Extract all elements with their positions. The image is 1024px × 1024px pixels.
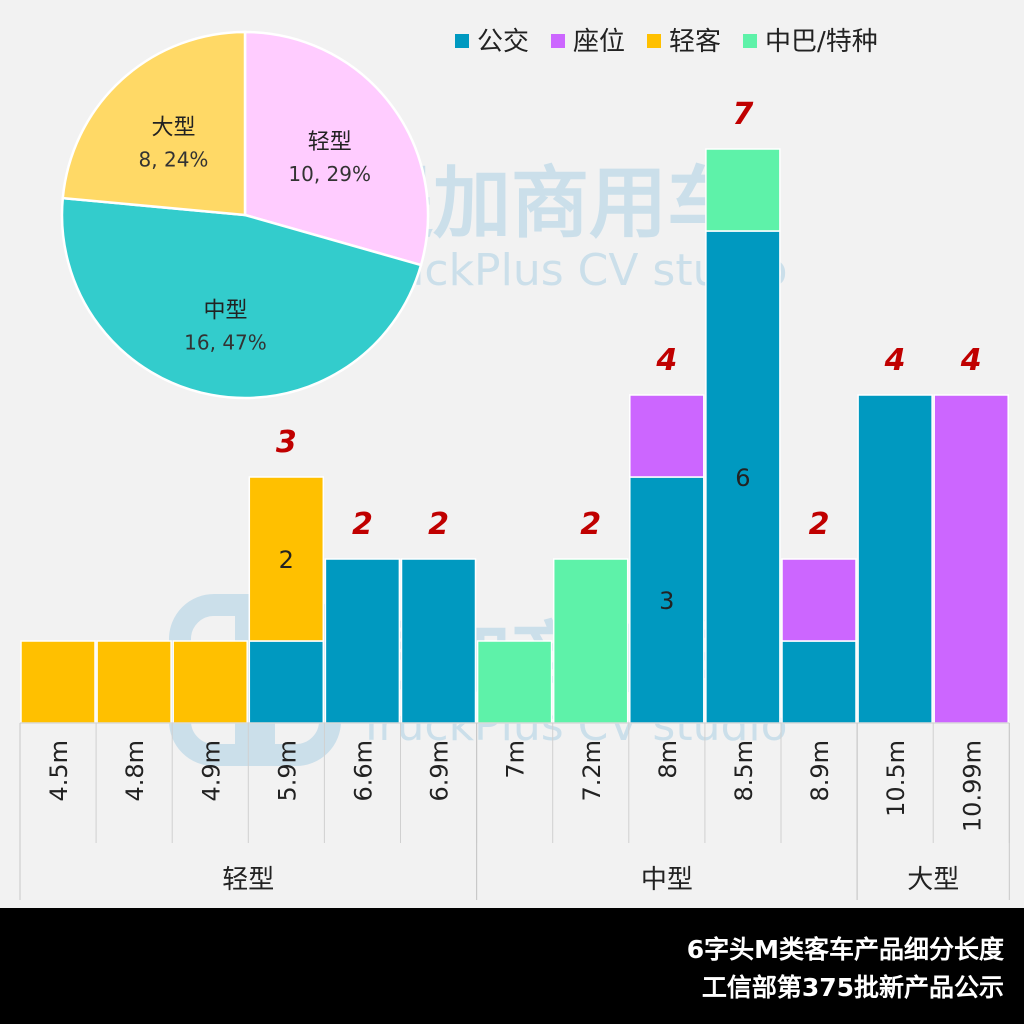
bar-segment-7.2m-中巴/特种: [552, 558, 629, 724]
group-label: 轻型: [222, 865, 274, 895]
x-tick-label: 8m: [654, 740, 682, 779]
group-label: 中型: [641, 865, 693, 895]
pie-slice-大型: [61, 30, 247, 217]
pie-slice-value: 16, 47%: [184, 330, 267, 354]
x-tick-label: 8.5m: [730, 740, 758, 802]
bar-segment-8.9m-座位: [781, 558, 857, 642]
bar-segment-6.9m-公交: [400, 558, 477, 724]
pie-slice-value: 8, 24%: [139, 148, 209, 172]
x-tick-label: 4.5m: [45, 740, 73, 802]
group-label: 大型: [907, 865, 959, 895]
footer-title: 6字头M类客车产品细分长度: [686, 935, 1004, 964]
bar-segment-8m-公交: [629, 476, 705, 724]
bar-segment-4.8m-轻客: [96, 640, 172, 724]
bar-segment-5.9m-轻客: [248, 476, 325, 642]
total-label: 3: [276, 425, 297, 460]
segment-label: 3: [659, 587, 674, 615]
legend-label: 中巴/特种: [765, 27, 878, 57]
x-tick-label: 6.9m: [426, 740, 454, 802]
legend-label: 公交: [477, 27, 529, 57]
total-label: 4: [960, 343, 982, 378]
x-tick-label: 8.9m: [806, 740, 834, 802]
pie-slice-轻型: [243, 30, 430, 267]
x-tick-label: 7.2m: [578, 740, 606, 802]
pie-slice-中型: [60, 196, 423, 400]
total-label: 4: [884, 343, 906, 378]
legend-item: 中巴/特种: [743, 27, 878, 57]
segment-label: 2: [279, 546, 294, 574]
total-label: 2: [428, 507, 449, 542]
bar-chart: 2 3 6 3 2 2 2 4 7 2 4 4: [20, 97, 1009, 724]
pie-slice-name: 大型: [151, 116, 195, 141]
pie-slice-name: 轻型: [308, 130, 352, 155]
pie-chart: 轻型 10, 29% 中型 16, 47% 大型 8, 24%: [60, 30, 430, 400]
legend-label: 轻客: [669, 27, 721, 57]
category-axis: 4.5m 4.8m 4.9m 5.9m 6.6m 6.9m 7m 7.2m 8m 8.5m 8.9m…: [19, 722, 1010, 900]
pie-slice-name: 中型: [203, 298, 247, 323]
legend-swatch: [647, 34, 661, 48]
legend-label: 座位: [573, 27, 625, 57]
pie-slice-value: 10, 29%: [288, 162, 371, 186]
x-tick-label: 5.9m: [273, 740, 301, 802]
bar-segment-8.5m-公交: [705, 230, 781, 724]
bar-segment-5.9m-公交: [248, 640, 325, 724]
bar-segment-10.99m-座位: [933, 394, 1009, 724]
footer: 6字头M类客车产品细分长度 工信部第375批新产品公示: [0, 908, 1024, 1024]
x-tick-label: 7m: [502, 740, 530, 779]
legend-swatch: [455, 34, 469, 48]
bar-segment-8m-座位: [629, 394, 705, 478]
legend-item: 座位: [551, 27, 625, 57]
x-tick-label: 4.9m: [197, 740, 225, 802]
x-tick-label: 10.5m: [882, 740, 910, 817]
total-label: 2: [580, 507, 601, 542]
bar-segment-6.6m-公交: [324, 558, 401, 724]
bar-segment-7m-中巴/特种: [476, 640, 553, 724]
total-label: 2: [352, 507, 373, 542]
footer-subtitle: 工信部第375批新产品公示: [701, 973, 1004, 1002]
total-label: 4: [655, 343, 677, 378]
segment-label: 6: [735, 464, 750, 492]
legend-item: 公交: [455, 27, 529, 57]
bar-segment-10.5m-公交: [857, 394, 933, 724]
bar-segment-4.5m-轻客: [20, 640, 96, 724]
legend: 公交 座位 轻客 中巴/特种: [455, 27, 878, 57]
total-label: 7: [732, 97, 753, 132]
x-tick-label: 6.6m: [349, 740, 377, 802]
legend-item: 轻客: [647, 27, 721, 57]
x-tick-label: 10.99m: [958, 740, 986, 832]
bar-segment-4.9m-轻客: [172, 640, 248, 724]
bar-segment-8.9m-公交: [781, 640, 857, 724]
x-tick-label: 4.8m: [121, 740, 149, 802]
total-label: 2: [809, 507, 830, 542]
bar-segment-8.5m-中巴/特种: [705, 148, 781, 232]
legend-swatch: [743, 34, 757, 48]
legend-swatch: [551, 34, 565, 48]
